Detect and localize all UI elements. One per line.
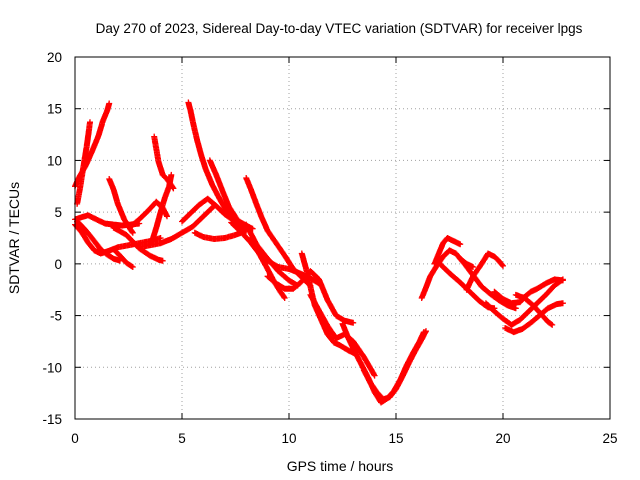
- marker-trace: [149, 171, 175, 245]
- plot-frame: [74, 56, 611, 420]
- y-tick-label: -5: [50, 309, 62, 324]
- y-tick-label: -10: [42, 360, 62, 375]
- series-arc-34: [512, 291, 556, 328]
- x-tick-label: 10: [281, 431, 296, 446]
- y-tick-label: 20: [47, 50, 62, 65]
- series-arc-25: [360, 328, 429, 403]
- marker-trace: [74, 119, 93, 207]
- series-arc-8: [112, 248, 136, 270]
- y-tick-label: 5: [54, 205, 62, 220]
- series-arc-5: [74, 218, 123, 264]
- series-arc-24: [339, 320, 427, 406]
- marker-trace: [482, 276, 566, 328]
- marker-trace: [339, 320, 427, 406]
- series-arc-29: [457, 255, 476, 270]
- y-axis-label: SDTVAR / TECUs: [6, 182, 22, 294]
- marker-trace: [418, 247, 519, 312]
- series-arc-23: [307, 291, 378, 379]
- marker-trace: [106, 176, 136, 236]
- series-arc-14: [179, 195, 250, 232]
- series-arc-11: [136, 202, 218, 251]
- series-arc-21: [264, 268, 357, 326]
- x-tick-label: 5: [178, 431, 186, 446]
- marker-trace: [457, 255, 476, 270]
- series-arc-33: [502, 300, 566, 336]
- x-tick-label: 15: [388, 431, 403, 446]
- marker-trace: [360, 328, 429, 403]
- marker-trace: [512, 291, 556, 328]
- axis-ticks: 0 5 10 15 20 25 -15 -10 -5 0 5 10 15 20: [42, 50, 617, 446]
- marker-trace: [307, 291, 378, 379]
- series-arc-2: [72, 100, 113, 190]
- marker-trace: [264, 268, 357, 326]
- data-markers: [72, 99, 566, 406]
- series-arc-26: [418, 247, 519, 312]
- x-tick-label: 20: [495, 431, 510, 446]
- series-arc-7: [106, 176, 136, 236]
- y-tick-label: -15: [42, 412, 62, 427]
- grid-lines: [75, 57, 610, 419]
- series-arc-30: [463, 250, 506, 293]
- series-arc-3: [74, 119, 93, 207]
- marker-trace: [502, 300, 566, 336]
- marker-trace: [431, 235, 464, 267]
- marker-trace: [179, 195, 250, 232]
- marker-trace: [72, 100, 113, 190]
- chart-title: Day 270 of 2023, Sidereal Day-to-day VTE…: [96, 21, 583, 36]
- y-tick-label: 15: [47, 102, 62, 117]
- x-axis-label: GPS time / hours: [287, 458, 394, 474]
- marker-trace: [136, 202, 218, 251]
- y-tick-label: 0: [54, 257, 62, 272]
- series-arc-31: [482, 276, 566, 328]
- marker-trace: [112, 248, 136, 270]
- x-tick-label: 25: [602, 431, 617, 446]
- marker-trace: [463, 250, 506, 293]
- series-arc-27: [431, 235, 464, 267]
- x-tick-label: 0: [71, 431, 79, 446]
- y-tick-label: 10: [47, 153, 62, 168]
- marker-trace: [74, 218, 123, 264]
- series-arc-12: [149, 171, 175, 245]
